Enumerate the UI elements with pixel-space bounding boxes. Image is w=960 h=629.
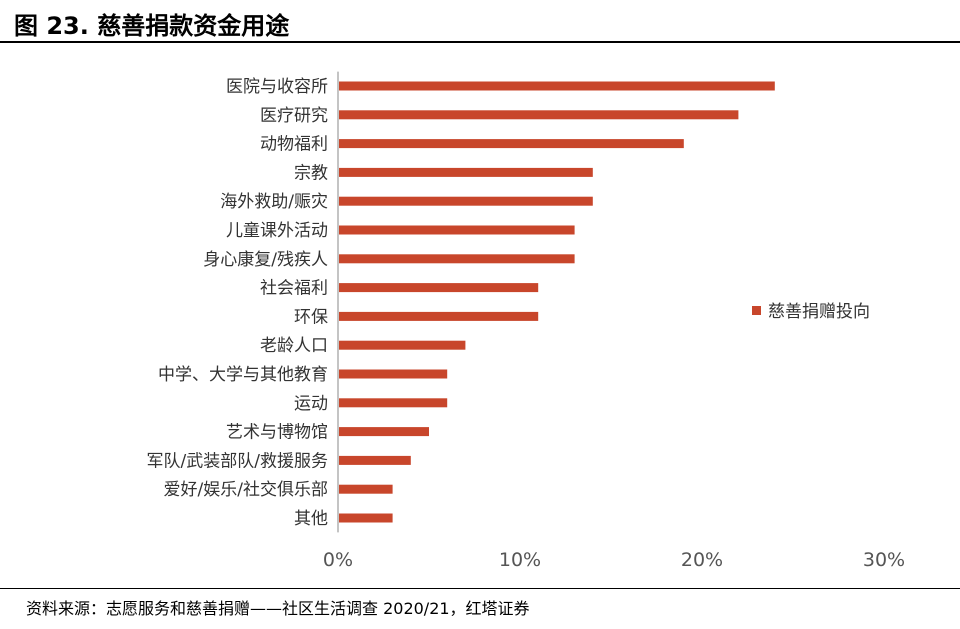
x-tick-labels: 0% 10% 20% 30%: [323, 549, 905, 571]
category-label: 动物福利: [260, 135, 328, 155]
category-label: 老龄人口: [260, 336, 328, 356]
x-tick-label: 30%: [863, 549, 905, 571]
title-bar: 图 23. 慈善捐款资金用途: [0, 0, 960, 40]
source-note: 资料来源：志愿服务和慈善捐赠——社区生活调查 2020/21，红塔证券: [26, 599, 530, 618]
category-label: 中学、大学与其他教育: [158, 365, 328, 385]
category-label: 艺术与博物馆: [226, 423, 328, 443]
category-label: 其他: [294, 509, 328, 529]
category-label: 海外救助/赈灾: [220, 192, 328, 212]
bar: [339, 81, 775, 91]
page-title: 图 23. 慈善捐款资金用途: [14, 12, 290, 40]
bars: [339, 81, 775, 523]
bar-chart: 医院与收容所医疗研究动物福利宗教海外救助/赈灾儿童课外活动身心康复/残疾人社会福…: [147, 71, 905, 571]
legend-swatch: [752, 306, 761, 315]
footer-divider: [0, 588, 960, 589]
bar: [339, 427, 429, 437]
category-label: 运动: [294, 394, 328, 414]
legend: 慈善捐赠投向: [752, 302, 870, 322]
category-label: 环保: [294, 307, 328, 327]
bar: [339, 340, 466, 350]
x-tick-label: 10%: [499, 549, 541, 571]
bar: [339, 513, 393, 523]
title-divider: [0, 41, 960, 43]
bar: [339, 225, 575, 235]
bar: [339, 139, 684, 149]
legend-label: 慈善捐赠投向: [768, 302, 870, 322]
bar: [339, 196, 593, 206]
bar: [339, 167, 593, 177]
bar: [339, 283, 539, 293]
category-labels: 医院与收容所医疗研究动物福利宗教海外救助/赈灾儿童课外活动身心康复/残疾人社会福…: [147, 77, 328, 529]
bar: [339, 311, 539, 321]
bar: [339, 455, 411, 465]
category-label: 爱好/娱乐/社交俱乐部: [164, 480, 328, 500]
category-label: 宗教: [294, 163, 328, 183]
x-tick-label: 20%: [681, 549, 723, 571]
bar: [339, 110, 739, 120]
category-label: 儿童课外活动: [226, 221, 328, 241]
bar: [339, 254, 575, 264]
x-tick-label: 0%: [323, 549, 353, 571]
bar: [339, 398, 448, 408]
category-label: 医院与收容所: [226, 77, 328, 97]
category-label: 军队/武装部队/救援服务: [147, 451, 328, 471]
category-label: 身心康复/残疾人: [203, 250, 328, 270]
category-label: 医疗研究: [260, 106, 328, 126]
bar: [339, 369, 448, 379]
category-label: 社会福利: [260, 279, 328, 299]
bar: [339, 484, 393, 494]
